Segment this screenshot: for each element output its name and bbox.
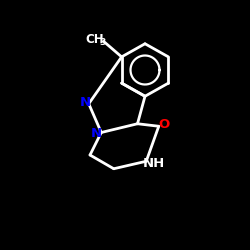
Text: CH: CH — [86, 33, 104, 46]
Text: N: N — [91, 127, 102, 140]
Text: N: N — [80, 96, 90, 109]
Text: 3: 3 — [99, 38, 105, 47]
Text: O: O — [158, 118, 170, 131]
Text: NH: NH — [143, 157, 166, 170]
